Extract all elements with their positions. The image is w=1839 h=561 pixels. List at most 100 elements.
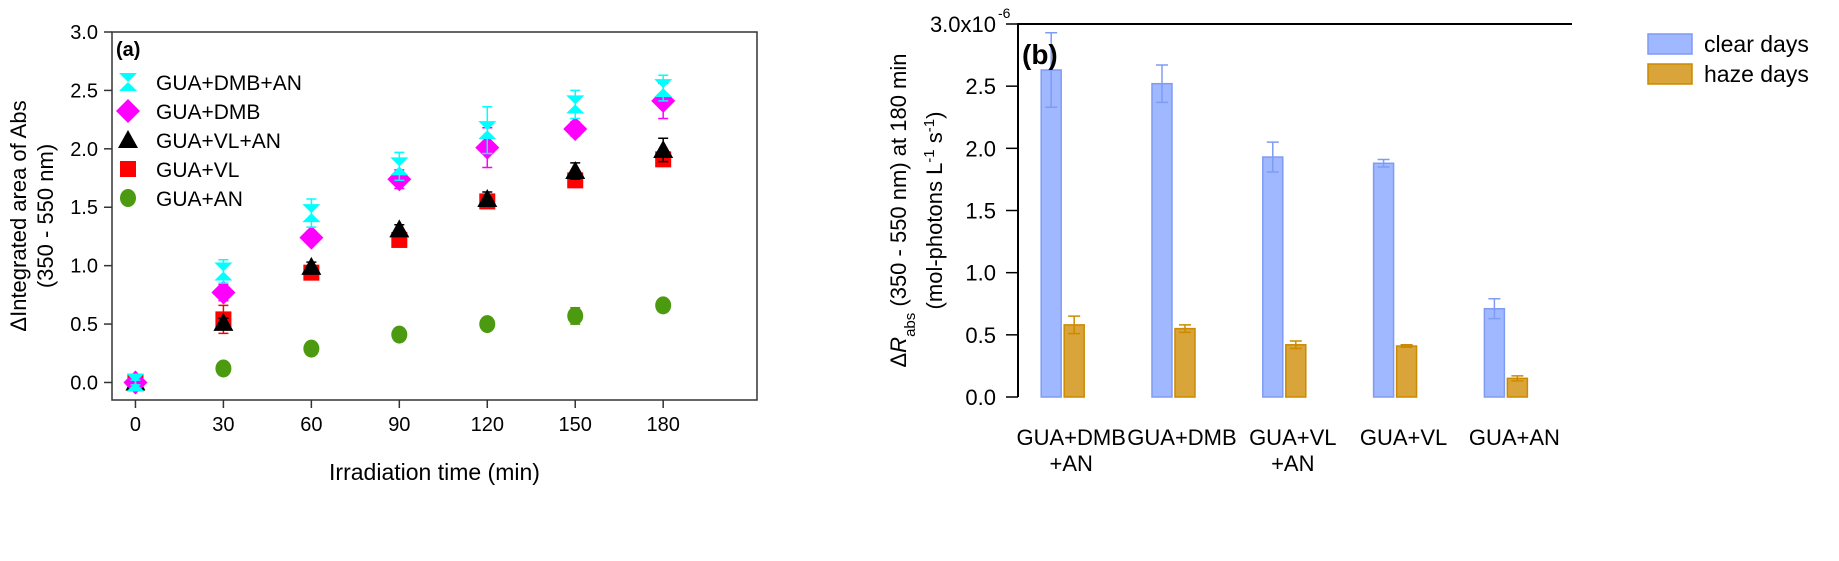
data-point	[389, 219, 410, 238]
y-axis-label-line1: ΔRabs (350 - 550 nm) at 180 min	[886, 53, 919, 367]
legend-swatch	[1647, 33, 1693, 55]
y-tick-label: 1.0	[70, 256, 98, 278]
data-point	[479, 315, 496, 334]
series-0	[126, 74, 673, 392]
x-tick-label: 90	[388, 414, 410, 436]
legend: GUA+DMB+AN GUA+DMB GUA+VL+AN GUA+VL GUA+AN	[116, 72, 302, 211]
series-4	[127, 296, 672, 392]
error-bar	[1178, 324, 1191, 334]
legend-marker	[119, 73, 137, 91]
error-bar	[1266, 141, 1279, 173]
bar-clear-days	[1483, 307, 1506, 398]
legend-label: GUA+AN	[156, 188, 243, 211]
legend-label: GUA+DMB+AN	[156, 72, 302, 95]
y-label-part: -1	[921, 149, 938, 162]
bar-haze-days	[1395, 345, 1418, 398]
category-label: GUA+VL	[1360, 425, 1447, 450]
plot-frame	[111, 31, 758, 401]
x-tick-label: 120	[471, 414, 504, 436]
y-tick-label: 2.0	[965, 136, 996, 161]
legend-marker	[120, 161, 136, 177]
y-tick-label: 0.0	[965, 385, 996, 410]
error-bar	[1400, 344, 1413, 349]
data-point	[213, 312, 234, 331]
error-bar	[1488, 298, 1501, 320]
panel-b: 0.00.51.01.52.02.53.0x10 -6GUA+DMB+ANGUA+…	[886, 5, 1809, 476]
data-point	[301, 256, 322, 275]
y-tick-label: 2.5	[70, 80, 98, 102]
y-tick-label: 0.0	[70, 372, 98, 394]
category-label: GUA+VL	[1249, 425, 1336, 450]
y-axis-label: ΔRabs (350 - 550 nm) at 180 min (mol-phot…	[886, 53, 947, 367]
data-point	[126, 373, 145, 392]
legend: clear days haze days	[1647, 31, 1809, 87]
error-bar	[1045, 31, 1058, 109]
data-point	[563, 116, 588, 141]
y-tick-label: 1.0	[965, 261, 996, 286]
bar-clear-days	[1151, 82, 1173, 398]
legend-marker	[120, 189, 136, 207]
data-point	[391, 325, 408, 344]
x-tick-label: 150	[559, 414, 592, 436]
data-point	[214, 262, 233, 281]
category-label: GUA+AN	[1469, 425, 1560, 450]
error-bar	[1068, 315, 1081, 335]
panel-a: 0.0 0.5 1.0 1.5 2.0 2.5 3.0 0 30 60 90 120 150 180 Irr…	[6, 22, 758, 485]
legend-label: haze days	[1704, 61, 1809, 87]
data-point	[654, 79, 673, 98]
y-label-part: (350 - 550 nm) at 180 min	[886, 53, 911, 312]
bar-haze-days	[1285, 344, 1307, 398]
data-point	[211, 280, 236, 305]
y-tick-label: 3.0x10	[930, 12, 996, 37]
bar-clear-days	[1372, 162, 1395, 398]
y-tick-label: 3.0	[70, 22, 98, 44]
legend-marker	[118, 130, 138, 148]
legend-label: clear days	[1704, 31, 1809, 57]
category-label: GUA+DMB	[1016, 425, 1125, 450]
data-point	[477, 189, 498, 208]
y-label-part: R	[886, 337, 911, 353]
error-bar	[570, 89, 581, 120]
y-axis-label-line2: (mol-photons L-1 s-1)	[921, 112, 948, 310]
category-label-line2: +AN	[1049, 451, 1092, 476]
error-bar	[1289, 340, 1302, 350]
panel-label: (a)	[116, 39, 140, 61]
error-bar	[1377, 158, 1390, 168]
legend-swatch	[1647, 63, 1693, 85]
y-tick-label: 0.5	[70, 314, 98, 336]
x-tick-label: 180	[646, 414, 679, 436]
y-tick-label: 0.5	[965, 323, 996, 348]
y-tick-label: 1.5	[70, 197, 98, 219]
legend-label: GUA+VL+AN	[156, 130, 281, 153]
y-label-part: )	[922, 112, 947, 119]
data-point	[390, 157, 409, 176]
x-tick-label: 30	[212, 414, 234, 436]
legend-label: GUA+DMB	[156, 101, 260, 124]
y-tick-label: 2.5	[965, 74, 996, 99]
error-bar	[1511, 375, 1524, 382]
data-point	[566, 95, 585, 114]
y-axis-label-line1: ΔIntegrated area of Abs	[6, 100, 31, 331]
bar-clear-days	[1040, 69, 1062, 398]
data-point	[565, 161, 586, 180]
y-label-part: (mol-photons L	[922, 163, 947, 310]
x-axis-label: Irradiation time (min)	[329, 459, 540, 485]
error-bar	[1155, 64, 1168, 104]
y-label-part: Δ	[886, 353, 911, 368]
y-tick-label: 1.5	[965, 199, 996, 224]
y-label-part: -1	[921, 119, 938, 132]
y-tick-exponent: -6	[998, 5, 1011, 21]
data-point	[299, 225, 324, 250]
data-point	[302, 204, 321, 223]
data-point	[653, 139, 674, 158]
y-axis-label-line2: (350 - 550 nm)	[33, 144, 58, 288]
y-axis-label: ΔIntegrated area of Abs (350 - 550 nm)	[6, 100, 58, 331]
y-label-part: abs	[902, 313, 919, 337]
category-label-line2: +AN	[1271, 451, 1314, 476]
legend-label: GUA+VL	[156, 159, 239, 182]
y-tick-label: 2.0	[70, 139, 98, 161]
data-point	[478, 121, 497, 140]
bar-haze-days	[1174, 327, 1196, 398]
data-point	[655, 296, 672, 315]
